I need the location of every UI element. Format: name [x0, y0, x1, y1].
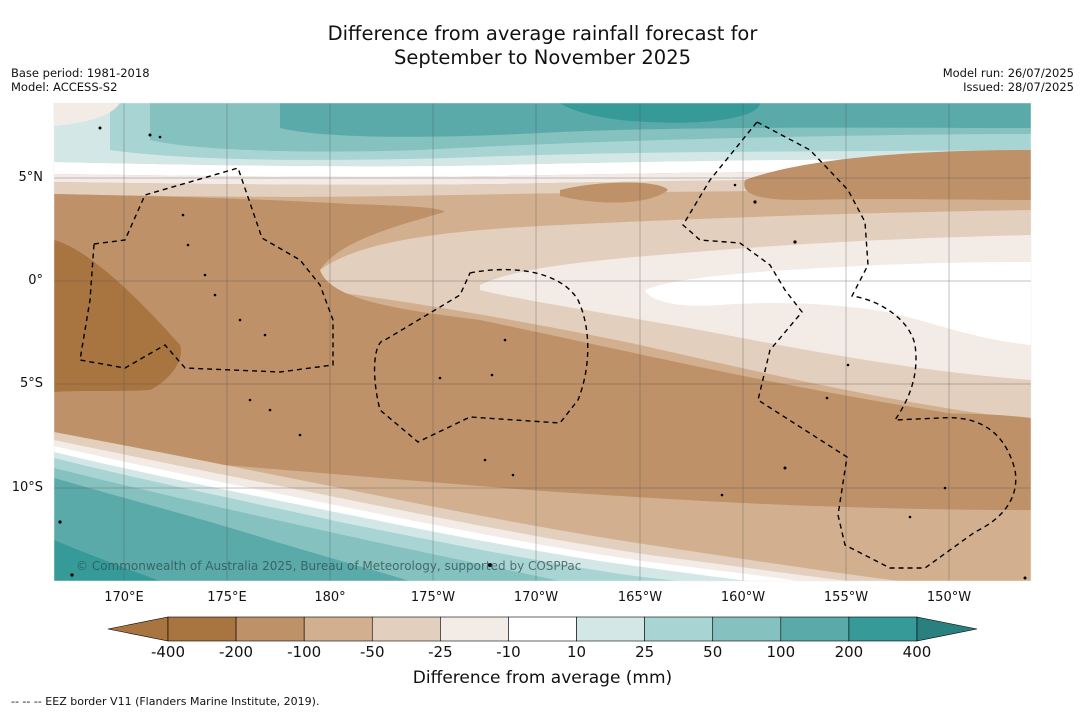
islands [58, 126, 1027, 580]
colorbar-tick-label: 10 [566, 643, 587, 661]
colorbar-extend-low [107, 616, 169, 642]
lon-label-180: 180° [314, 590, 346, 605]
title-line-1: Difference from average rainfall forecas… [327, 22, 758, 45]
band-east-10 [645, 262, 1031, 345]
lon-label-170e: 170°E [104, 590, 144, 605]
colorbar-cell [440, 616, 509, 642]
colorbar-label: Difference from average (mm) [412, 668, 673, 688]
band-south-teal-100 [54, 478, 410, 581]
model-run: Model run: 26/07/2025 [942, 66, 1074, 80]
lat-label-5s: 5°S [19, 376, 43, 391]
eez-borders [79, 121, 1017, 569]
copyright-notice: © Commonwealth of Australia 2025, Bureau… [76, 559, 582, 573]
base-period: Base period: 1981-2018 [11, 66, 150, 80]
meta-right: Model run: 26/07/2025 Issued: 28/07/2025 [943, 66, 1074, 94]
colorbar-cell [508, 616, 577, 642]
colorbar-tick-label: -400 [150, 643, 186, 661]
colorbar-tick-label: -50 [360, 643, 385, 661]
band-main-200 [54, 194, 1031, 510]
colorbar-cell [235, 616, 305, 642]
colorbar-tick-label: -10 [496, 643, 521, 661]
lon-label-175w: 175°W [410, 590, 456, 605]
lon-label-150w: 150°W [926, 590, 972, 605]
colorbar-extend-high [916, 616, 978, 642]
graticule [54, 103, 1031, 581]
lon-label-170w: 170°W [513, 590, 559, 605]
lon-label-175e: 175°E [207, 590, 247, 605]
issued-date: Issued: 28/07/2025 [963, 80, 1074, 94]
lat-label-10s: 10°S [11, 480, 43, 495]
lon-label-155w: 155°W [823, 590, 869, 605]
band-se-200 [838, 413, 1031, 480]
title-line-2: September to November 2025 [393, 46, 692, 69]
colorbar-tick-label: -100 [287, 643, 322, 661]
colorbar-cell [712, 616, 782, 642]
band-north-white [54, 159, 1031, 177]
rainfall-map [53, 102, 1032, 582]
colorbar-cell [167, 616, 237, 642]
map-title: Difference from average rainfall forecas… [0, 22, 1085, 70]
lat-label-5n: 5°N [18, 170, 44, 185]
colorbar-tick-label: 50 [703, 643, 723, 661]
band-north-200 [560, 103, 760, 123]
band-south-teal-200 [54, 540, 160, 581]
colorbar-cell [848, 616, 918, 642]
eez-footnote: -- -- -- EEZ border V11 (Flanders Marine… [11, 695, 320, 708]
model-name: Model: ACCESS-S2 [11, 80, 118, 94]
colorbar-tick-label: 200 [834, 643, 864, 661]
lon-label-160w: 160°W [720, 590, 766, 605]
colorbar-tick-label: 100 [766, 643, 796, 661]
lat-label-0: 0° [28, 273, 43, 288]
colorbar-tick-label: -200 [219, 643, 254, 661]
colorbar-cell [303, 616, 373, 642]
meta-left: Base period: 1981-2018 Model: ACCESS-S2 [11, 66, 150, 94]
colorbar-cell [576, 616, 645, 642]
colorbar-tick-label: 400 [902, 643, 932, 661]
colorbar-cell [371, 616, 441, 642]
band-nw-neutral [54, 103, 120, 126]
colorbar-tick-label: -25 [428, 643, 453, 661]
band-ne-200 [744, 150, 1031, 200]
colorbar-cell [644, 616, 714, 642]
colorbar-tick-label: 25 [635, 643, 655, 661]
band-center-200-patch [560, 182, 668, 203]
colorbar-cell [780, 616, 850, 642]
lon-label-165w: 165°W [617, 590, 663, 605]
